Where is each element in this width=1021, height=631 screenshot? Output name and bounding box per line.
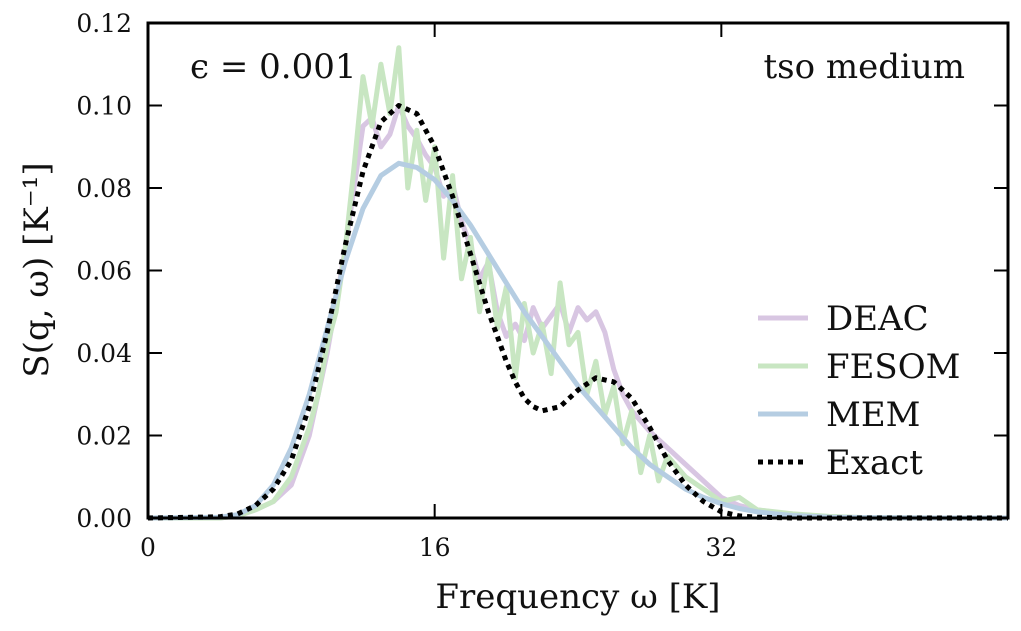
x-tick-label: 16	[419, 533, 451, 562]
legend-label: MEM	[826, 395, 920, 435]
legend-item-mem: MEM	[758, 395, 920, 435]
legend-item-exact: Exact	[758, 443, 923, 483]
y-tick-label: 0.00	[76, 504, 132, 533]
x-tick-label: 0	[140, 533, 156, 562]
legend: DEAC FESOM MEM Exact	[758, 299, 960, 483]
series-line-mem	[147, 160, 1008, 521]
y-tick-label: 0.12	[76, 9, 132, 38]
x-axis-title: Frequency ω [K]	[435, 577, 720, 617]
y-tick-label: 0.10	[76, 92, 132, 121]
legend-label: Exact	[826, 443, 923, 483]
y-tick-label: 0.02	[76, 422, 132, 451]
legend-label: DEAC	[826, 299, 929, 339]
y-axis-title: S(q, ω) [K⁻¹]	[17, 162, 57, 377]
y-tick-label: 0.06	[76, 257, 132, 286]
epsilon-annotation: ϵ = 0.001	[190, 47, 356, 87]
legend-item-deac: DEAC	[758, 299, 929, 339]
dataset-annotation: tso medium	[763, 47, 965, 87]
legend-label: FESOM	[826, 347, 960, 387]
axis-ticks: 0 16 32 0.00 0.02 0.04 0.06 0.08 0.10 0.12	[76, 9, 1008, 562]
y-tick-label: 0.04	[76, 339, 132, 368]
x-tick-label: 32	[705, 533, 737, 562]
legend-item-fesom: FESOM	[758, 347, 960, 387]
y-tick-label: 0.08	[76, 174, 132, 203]
series-line-exact	[147, 103, 1008, 521]
plot-lines	[147, 45, 1008, 521]
